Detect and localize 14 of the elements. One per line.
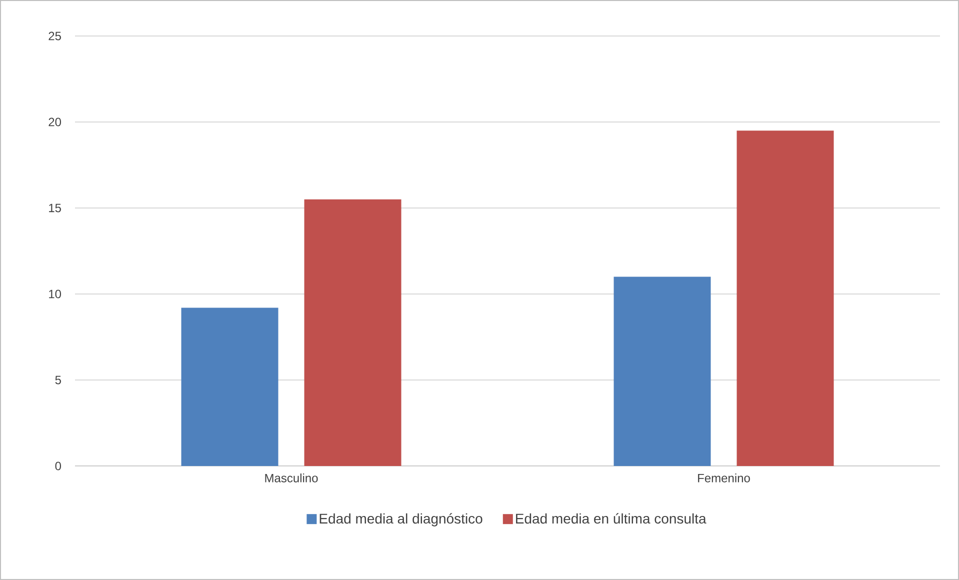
bar bbox=[736, 130, 834, 466]
y-tick-label: 20 bbox=[48, 118, 62, 126]
bar bbox=[614, 276, 711, 466]
y-tick-label: 25 bbox=[48, 32, 61, 40]
legend-label: Edad media al diagnóstico bbox=[320, 513, 482, 526]
y-tick-label: 15 bbox=[49, 204, 61, 212]
y-tick-label: 0 bbox=[55, 462, 62, 470]
y-tick-label: 10 bbox=[49, 290, 62, 298]
legend-label: Edad media en última consulta bbox=[516, 513, 706, 524]
y-tick-label: 5 bbox=[55, 376, 61, 384]
x-tick-label: Masculino bbox=[265, 474, 318, 482]
bar bbox=[304, 199, 402, 466]
x-tick-label: Femenino bbox=[698, 474, 750, 482]
bar bbox=[181, 308, 278, 466]
